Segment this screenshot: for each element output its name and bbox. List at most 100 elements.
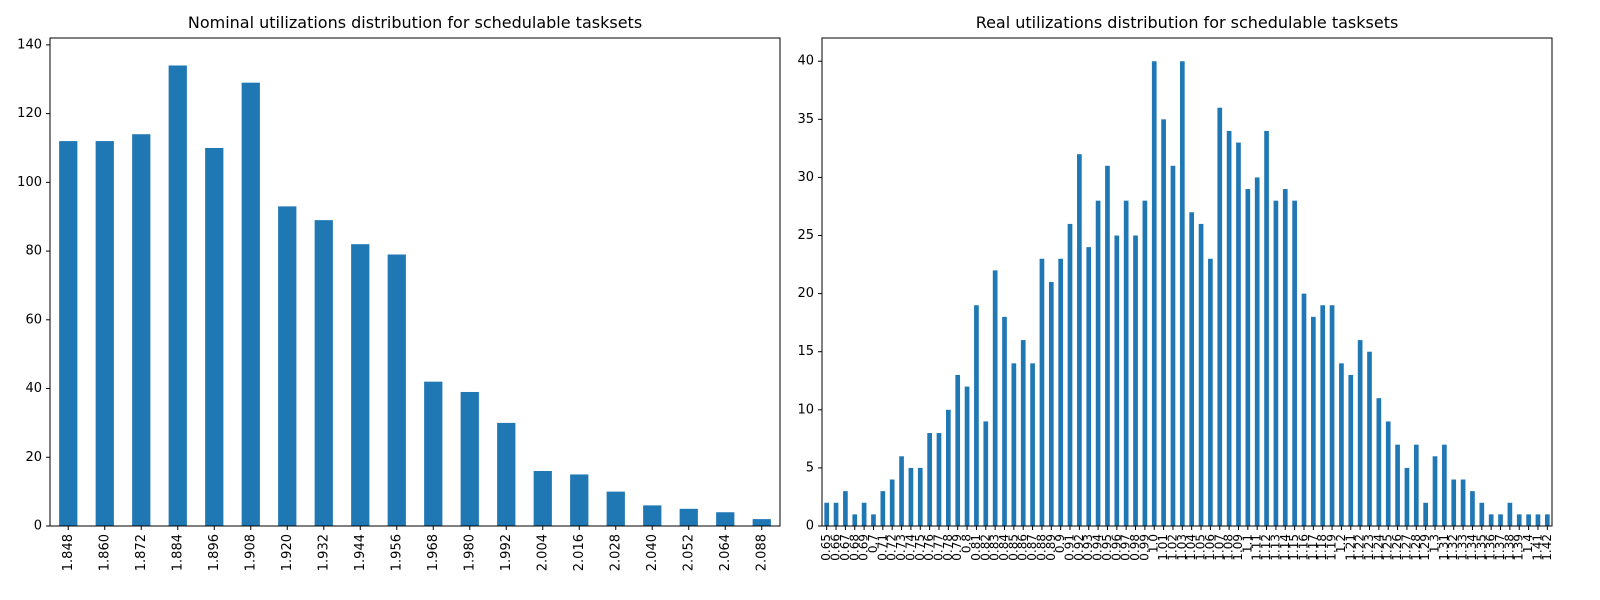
x-tick-label: 1.41 bbox=[1530, 534, 1544, 561]
x-tick-label: 1.908 bbox=[243, 534, 258, 571]
x-tick-label: 0.9 bbox=[1053, 534, 1067, 553]
bar bbox=[1226, 130, 1232, 526]
x-tick-label: 1.05 bbox=[1194, 534, 1208, 561]
x-tick-label: 1.884 bbox=[170, 534, 185, 571]
bar bbox=[899, 456, 904, 526]
x-tick-label: 0.66 bbox=[829, 534, 843, 561]
x-tick-label: 0.94 bbox=[1091, 534, 1105, 561]
chart-title: Nominal utilizations distribution for sc… bbox=[188, 13, 642, 32]
bar bbox=[1432, 456, 1438, 526]
bar bbox=[1423, 502, 1428, 526]
x-tick-label: 1.18 bbox=[1315, 534, 1329, 561]
x-tick-label: 0.89 bbox=[1044, 534, 1058, 561]
bar bbox=[1395, 444, 1400, 526]
x-tick-label: 1.25 bbox=[1381, 534, 1395, 561]
x-axis: 0.650.660.670.680.690.70.710.720.730.740… bbox=[819, 526, 1554, 561]
bar bbox=[497, 422, 516, 526]
bar bbox=[351, 244, 370, 526]
bar bbox=[1011, 363, 1017, 526]
x-tick-label: 1.32 bbox=[1446, 534, 1460, 561]
bar bbox=[1245, 189, 1251, 527]
x-tick-label: 0.78 bbox=[941, 534, 955, 561]
bar bbox=[424, 381, 443, 526]
bar bbox=[1311, 316, 1316, 526]
bar bbox=[1273, 200, 1279, 527]
bar bbox=[880, 491, 886, 526]
x-tick-label: 0.97 bbox=[1119, 534, 1133, 561]
x-tick-label: 2.088 bbox=[754, 534, 769, 571]
bar bbox=[1151, 61, 1157, 527]
bar bbox=[1535, 514, 1541, 526]
bar bbox=[1179, 61, 1185, 527]
bar bbox=[983, 421, 989, 526]
bar bbox=[889, 479, 895, 526]
x-tick-label: 1.42 bbox=[1540, 534, 1554, 561]
y-tick-label: 60 bbox=[25, 312, 42, 327]
y-axis: 0 20 40 60 80 100 120 140 bbox=[17, 37, 50, 534]
x-tick-label: 2.004 bbox=[535, 534, 550, 571]
bar bbox=[679, 508, 698, 526]
x-tick-label: 1.13 bbox=[1268, 534, 1282, 561]
bar bbox=[1198, 223, 1204, 526]
x-tick-label: 0.85 bbox=[1006, 534, 1020, 561]
x-tick-label: 1.956 bbox=[389, 534, 404, 571]
bar bbox=[1208, 258, 1213, 526]
x-tick-label: 1.12 bbox=[1259, 534, 1273, 561]
y-tick-label: 140 bbox=[17, 37, 42, 52]
x-tick-label: 1.14 bbox=[1278, 534, 1292, 561]
y-tick-label: 20 bbox=[25, 450, 42, 465]
x-tick-label: 0.7 bbox=[866, 534, 880, 553]
bar bbox=[1077, 154, 1082, 526]
x-tick-label: 2.052 bbox=[681, 534, 696, 571]
x-tick-label: 1.19 bbox=[1325, 534, 1339, 561]
x-tick-label: 0.76 bbox=[922, 534, 936, 561]
bar bbox=[1376, 398, 1382, 526]
bar bbox=[974, 305, 979, 526]
x-tick-label: 0.96 bbox=[1109, 534, 1123, 561]
x-tick-label: 1.896 bbox=[207, 534, 222, 571]
bar bbox=[1254, 177, 1260, 526]
bar bbox=[1086, 247, 1092, 526]
x-tick-label: 1.0 bbox=[1147, 534, 1161, 553]
y-axis: 0 5 10 15 20 25 30 35 40 bbox=[797, 54, 822, 534]
x-tick-label: 1.4 bbox=[1521, 534, 1535, 553]
bar bbox=[1339, 363, 1344, 526]
x-tick-label: 1.37 bbox=[1493, 534, 1507, 561]
bar bbox=[533, 471, 552, 526]
x-tick-label: 0.75 bbox=[913, 534, 927, 561]
x-tick-label: 2.064 bbox=[718, 534, 733, 571]
plot-frame bbox=[49, 37, 781, 527]
bar bbox=[570, 474, 589, 526]
x-tick-label: 0.73 bbox=[894, 534, 908, 561]
bar bbox=[1460, 479, 1466, 526]
x-tick-label: 1.860 bbox=[97, 534, 112, 571]
y-tick-label: 25 bbox=[797, 228, 814, 243]
bar bbox=[205, 147, 224, 526]
y-tick-label: 100 bbox=[17, 175, 42, 190]
bar bbox=[1048, 282, 1054, 526]
x-tick-label: 1.27 bbox=[1399, 534, 1413, 561]
x-tick-label: 1.33 bbox=[1456, 534, 1470, 561]
bar bbox=[1451, 479, 1457, 526]
bar bbox=[59, 141, 78, 526]
x-tick-label: 1.01 bbox=[1156, 534, 1170, 561]
bar bbox=[1367, 351, 1372, 526]
bar bbox=[936, 433, 942, 526]
y-tick-label: 0 bbox=[806, 519, 814, 534]
x-tick-label: 2.040 bbox=[645, 534, 660, 571]
x-tick-label: 1.03 bbox=[1175, 534, 1189, 561]
bar bbox=[871, 514, 876, 526]
bar bbox=[1357, 340, 1363, 526]
x-tick-label: 0.93 bbox=[1081, 534, 1095, 561]
bar bbox=[1488, 514, 1494, 526]
bar bbox=[1329, 305, 1335, 526]
y-tick-label: 40 bbox=[25, 381, 42, 396]
bar bbox=[1264, 130, 1269, 526]
bar bbox=[1236, 142, 1241, 526]
bar bbox=[168, 65, 187, 527]
bar bbox=[460, 391, 479, 526]
y-tick-label: 120 bbox=[17, 106, 42, 121]
x-tick-label: 1.980 bbox=[462, 534, 477, 571]
x-tick-label: 1.2 bbox=[1334, 534, 1348, 553]
y-tick-label: 10 bbox=[797, 402, 814, 417]
